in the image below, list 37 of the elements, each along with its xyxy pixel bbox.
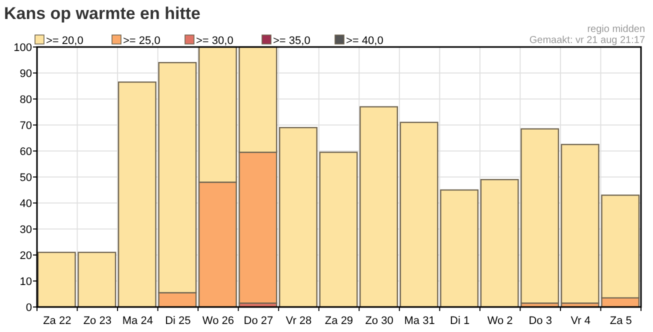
- x-tick-label: Za 22: [43, 315, 72, 327]
- x-tick-label: Ma 31: [404, 315, 435, 327]
- x-tick-label: Za 29: [324, 315, 354, 327]
- y-tick-label: 80: [20, 94, 32, 106]
- y-tick-label: 100: [14, 42, 32, 54]
- legend-label: >= 35,0: [273, 35, 310, 47]
- y-tick-label: 40: [20, 198, 32, 210]
- x-tick-label: Di 1: [450, 315, 470, 327]
- x-tick-label: Do 3: [528, 315, 552, 327]
- x-tick-label: Ma 24: [122, 315, 153, 327]
- legend-label: >= 20,0: [46, 35, 84, 47]
- x-tick-label: Zo 30: [365, 315, 394, 327]
- y-tick-label: 10: [20, 276, 32, 288]
- x-tick-label: Wo 2: [487, 315, 513, 327]
- bar: [279, 127, 318, 308]
- x-tick-label: Di 25: [165, 315, 191, 327]
- legend-label: >= 40,0: [346, 35, 384, 47]
- bar: [319, 152, 358, 308]
- text: regio midden: [587, 24, 645, 35]
- y-tick-label: 70: [20, 120, 32, 132]
- legend-label: >= 25,0: [123, 35, 160, 47]
- x-tick-label: Zo 23: [83, 315, 112, 327]
- bar: [360, 106, 398, 308]
- x-tick-label: Vr 4: [570, 315, 590, 327]
- y-tick-label: 20: [20, 250, 32, 262]
- x-tick-label: Do 27: [244, 315, 274, 327]
- y-tick-label: 0: [26, 302, 32, 314]
- x-tick-label: Vr 28: [286, 315, 312, 327]
- legend-label: >= 30,0: [196, 35, 234, 47]
- y-tick-label: 90: [20, 68, 32, 80]
- y-tick-label: 60: [20, 146, 32, 158]
- y-tick-label: 30: [20, 224, 32, 236]
- x-tick-label: Za 5: [610, 315, 632, 327]
- y-tick-label: 50: [20, 172, 32, 184]
- x-tick-label: Wo 26: [202, 315, 234, 327]
- chart-title: Kans op warmte en hitte: [4, 4, 200, 23]
- text: Gemaakt: vr 21 aug 21:17: [529, 35, 646, 46]
